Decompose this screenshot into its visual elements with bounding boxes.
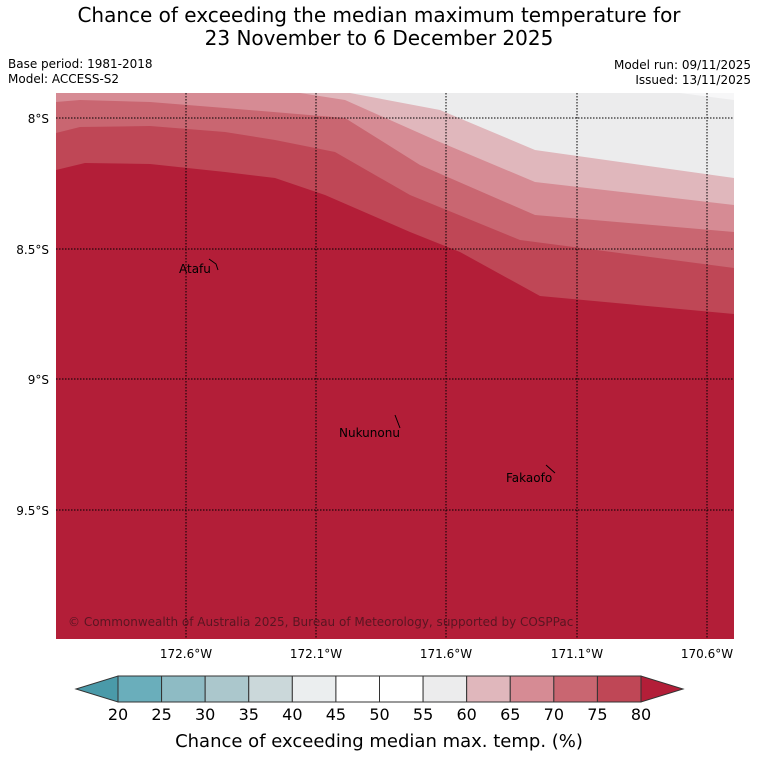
- model-run-text: Model run: 09/11/2025: [613, 58, 751, 72]
- colorbar-tick-45: 45: [326, 705, 346, 724]
- lat-label-9: 9°S: [28, 373, 49, 387]
- colorbar-bin-30-35: [204, 675, 250, 703]
- colorbar-bin-25-30: [161, 675, 206, 703]
- lat-label-8.5: 8.5°S: [16, 243, 49, 257]
- title-line-1: Chance of exceeding the median maximum t…: [77, 3, 681, 27]
- issued-text: Issued: 13/11/2025: [635, 73, 751, 87]
- colorbar-tick-50: 50: [369, 705, 389, 724]
- place-label-atafu: Atafu: [179, 262, 211, 276]
- colorbar-tick-25: 25: [151, 705, 171, 724]
- place-label-nukunonu: Nukunonu: [339, 426, 400, 440]
- colorbar-tick-35: 35: [239, 705, 259, 724]
- colorbar-tick-70: 70: [544, 705, 564, 724]
- colorbar-tick-65: 65: [500, 705, 520, 724]
- place-label-fakaofo: Fakaofo: [506, 471, 552, 485]
- base-period-text: Base period: 1981-2018: [8, 57, 153, 71]
- colorbar-ticks: 20 25 30 35 40 45 50 55 60 65 70 75 80: [108, 705, 651, 724]
- colorbar-tick-75: 75: [587, 705, 607, 724]
- colorbar-tick-40: 40: [282, 705, 302, 724]
- band-above-80: [56, 163, 734, 639]
- colorbar-bin-70-75: [553, 675, 598, 703]
- colorbar-bin-75-80: [596, 675, 642, 703]
- colorbar-bin-65-70: [509, 675, 555, 703]
- nukunonu-coastline: [394, 414, 401, 429]
- meta-right: Model run: 09/11/2025 Issued: 13/11/2025: [614, 58, 751, 88]
- title-line-2: 23 November to 6 December 2025: [204, 26, 554, 50]
- model-text: Model: ACCESS-S2: [8, 72, 120, 86]
- colorbar-bin-50-55: [379, 675, 424, 703]
- graticule: [56, 93, 734, 639]
- lat-label-8: 8°S: [28, 112, 49, 126]
- colorbar-below-arrow: [74, 675, 119, 703]
- colorbar-bin-45-50: [335, 675, 380, 703]
- lon-label-171.6: 171.6°W: [420, 647, 472, 661]
- lon-label-172.1: 172.1°W: [290, 647, 342, 661]
- colorbar-bin-35-40: [248, 675, 293, 703]
- colorbar: 20 25 30 35 40 45 50 55 60 65 70 75 80 Chance of exc…: [74, 675, 685, 752]
- lon-label-172.6: 172.6°W: [160, 647, 212, 661]
- lat-labels: 8°S 8.5°S 9°S 9.5°S: [16, 112, 49, 518]
- colorbar-label: Chance of exceeding median max. temp. (%…: [175, 731, 583, 752]
- colorbar-bins: [117, 675, 642, 703]
- lon-labels: 172.6°W 172.1°W 171.6°W 171.1°W 170.6°W: [160, 647, 733, 661]
- fakaofo-coastline: [545, 464, 556, 474]
- colorbar-bin-60-65: [466, 675, 511, 703]
- colorbar-above-arrow: [640, 675, 685, 703]
- colorbar-bin-55-60: [422, 675, 468, 703]
- lat-label-9.5: 9.5°S: [16, 504, 49, 518]
- lon-label-170.6: 170.6°W: [681, 647, 733, 661]
- lon-label-171.1: 171.1°W: [551, 647, 603, 661]
- colorbar-bin-40-45: [291, 675, 337, 703]
- meta-left: Base period: 1981-2018 Model: ACCESS-S2: [8, 57, 153, 87]
- colorbar-tick-80: 80: [631, 705, 651, 724]
- map-panel: Atafu Nukunonu Fakaofo © Commonwealth of…: [56, 93, 734, 639]
- colorbar-tick-60: 60: [456, 705, 476, 724]
- atafu-coastline: [208, 258, 219, 271]
- colorbar-tick-20: 20: [108, 705, 128, 724]
- copyright-text: © Commonwealth of Australia 2025, Bureau…: [68, 615, 573, 629]
- colorbar-tick-30: 30: [195, 705, 215, 724]
- colorbar-tick-55: 55: [413, 705, 433, 724]
- map-title: Chance of exceeding the median maximum t…: [0, 4, 758, 50]
- colorbar-bin-20-25: [117, 675, 163, 703]
